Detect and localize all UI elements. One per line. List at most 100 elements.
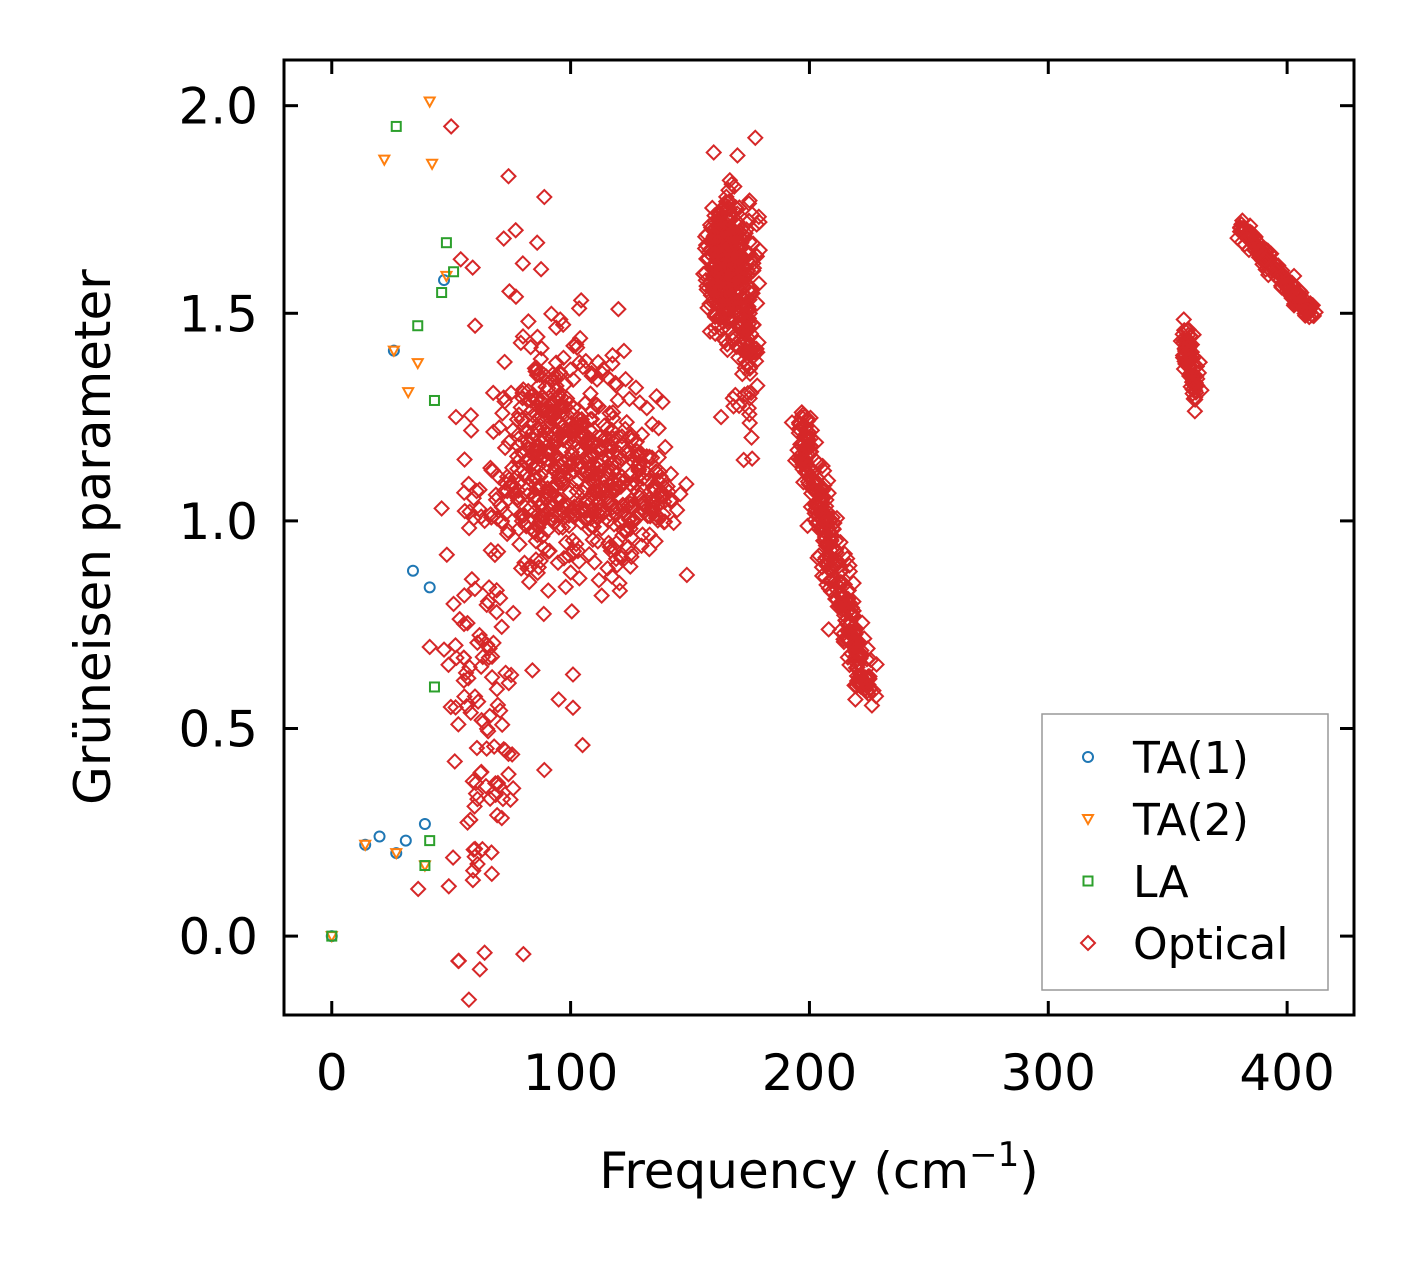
data-point: [605, 515, 623, 533]
legend-label: LA: [1133, 857, 1189, 908]
data-point: [512, 559, 530, 577]
data-point: [656, 438, 674, 456]
data-point: [628, 433, 646, 451]
data-point: [576, 395, 594, 412]
data-point: [790, 414, 808, 432]
data-point: [558, 390, 576, 407]
data-point: [577, 352, 595, 370]
data-point: [863, 697, 881, 714]
data-point: [531, 366, 548, 384]
data-point: [519, 469, 537, 487]
data-point: [535, 605, 553, 623]
data-point: [799, 438, 817, 456]
data-point: [744, 316, 762, 334]
data-point: [614, 496, 632, 514]
data-point: [504, 779, 522, 797]
data-point: [423, 581, 436, 594]
data-point: [750, 275, 768, 292]
data-point: [744, 262, 762, 280]
data-point: [461, 503, 479, 521]
data-point: [739, 298, 757, 316]
data-point: [668, 501, 686, 519]
data-point: [601, 492, 618, 510]
data-point: [836, 601, 854, 619]
data-point: [539, 479, 556, 497]
data-point: [622, 548, 640, 566]
data-point: [447, 636, 464, 654]
data-point: [495, 230, 513, 247]
data-point: [476, 512, 494, 530]
data-point: [478, 720, 496, 738]
data-point: [514, 384, 532, 402]
data-point: [633, 426, 651, 443]
data-point: [422, 96, 437, 109]
data-point: [802, 485, 820, 502]
data-point: [725, 397, 742, 415]
data-point: [561, 361, 579, 379]
data-point: [799, 517, 816, 535]
data-point: [446, 753, 464, 770]
data-point: [462, 406, 480, 424]
data-point: [657, 479, 674, 497]
data-point: [472, 658, 490, 676]
data-point: [377, 154, 392, 167]
data-point: [412, 320, 424, 332]
data-point: [527, 406, 545, 424]
data-point: [1186, 402, 1204, 420]
data-point: [514, 507, 531, 525]
data-point: [547, 446, 565, 464]
data-point: [495, 740, 513, 758]
data-point: [449, 952, 467, 970]
data-point: [609, 300, 627, 318]
data-point: [857, 680, 875, 698]
data-point: [511, 535, 528, 553]
data-point: [721, 201, 739, 218]
data-point: [705, 144, 723, 161]
data-point: [617, 370, 635, 388]
data-point: [525, 489, 543, 507]
data-point: [476, 944, 494, 962]
x-tick-label: 200: [762, 1044, 857, 1102]
data-point: [554, 316, 572, 334]
data-point: [604, 403, 622, 421]
data-point: [539, 425, 557, 443]
data-point: [585, 503, 603, 521]
data-point: [493, 618, 511, 636]
data-point: [488, 581, 506, 599]
y-tick-label: 0.5: [178, 701, 258, 759]
data-point: [608, 480, 626, 498]
data-point: [555, 349, 572, 367]
data-point: [833, 597, 851, 614]
data-point: [533, 408, 550, 425]
data-point: [509, 437, 527, 455]
data-point: [552, 474, 570, 492]
data-point: [440, 237, 452, 249]
data-point: [471, 960, 489, 978]
data-point: [625, 513, 642, 531]
data-point: [444, 849, 462, 867]
data-point: [494, 404, 511, 422]
data-point: [744, 251, 762, 269]
data-point: [729, 249, 747, 267]
data-point: [496, 439, 514, 457]
y-tick-label: 2.0: [178, 78, 258, 136]
data-point: [547, 421, 565, 439]
data-point: [508, 447, 526, 465]
data-point: [742, 358, 760, 376]
data-point: [469, 693, 487, 711]
data-point: [729, 147, 746, 164]
data-point: [1249, 233, 1267, 251]
data-point: [829, 598, 847, 615]
data-point: [542, 305, 560, 323]
data-point: [628, 447, 646, 464]
data-point: [807, 500, 825, 518]
data-point: [574, 736, 591, 754]
data-point: [570, 299, 588, 317]
data-point: [813, 558, 831, 576]
data-point: [729, 305, 747, 322]
data-point: [480, 649, 498, 666]
data-point: [524, 423, 542, 441]
x-axis-ticks: 0 100 200 300 400: [316, 60, 1335, 1102]
data-point: [586, 446, 603, 464]
data-point: [451, 610, 469, 628]
